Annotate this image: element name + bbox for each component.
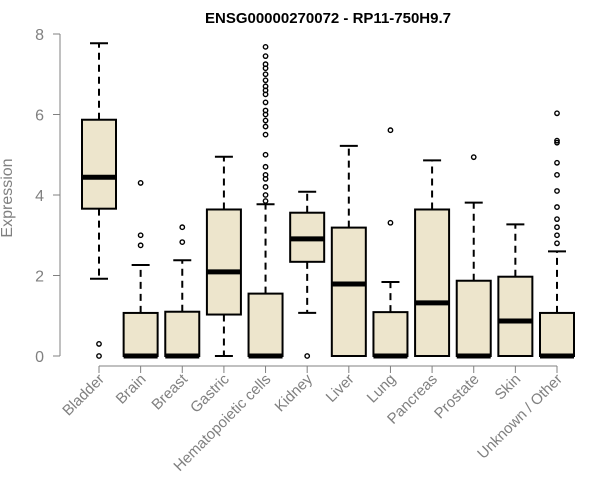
box-skin xyxy=(497,223,534,357)
y-axis: 0 2 4 6 8 xyxy=(35,27,558,373)
box-iqr xyxy=(164,310,201,358)
box-iqr xyxy=(455,279,492,358)
box-liver xyxy=(330,144,367,357)
box-iqr xyxy=(330,226,367,357)
outlier-point xyxy=(137,232,144,239)
box-prostate xyxy=(455,154,492,359)
y-tick-label: 8 xyxy=(35,27,44,44)
outlier-point xyxy=(554,240,560,247)
outlier-point xyxy=(554,159,560,166)
box-iqr xyxy=(81,118,117,210)
outlier-point xyxy=(262,171,269,178)
outlier-point xyxy=(262,83,269,90)
outlier-point xyxy=(262,163,269,170)
box-iqr xyxy=(122,311,159,357)
category-label: Liver xyxy=(323,371,358,406)
box-iqr xyxy=(539,311,575,357)
box-gastric xyxy=(205,155,242,357)
outlier-point xyxy=(387,219,394,226)
box-unknown-other xyxy=(539,110,575,359)
box-iqr xyxy=(414,208,451,357)
outlier-point xyxy=(554,110,560,117)
box-lung xyxy=(372,127,409,359)
outlier-point xyxy=(96,353,102,359)
outlier-point xyxy=(554,232,560,239)
box-brain xyxy=(122,180,159,359)
box-hematopoietic-cells xyxy=(247,43,284,359)
outlier-point xyxy=(304,353,311,359)
outlier-point xyxy=(262,107,269,114)
outlier-point xyxy=(470,154,477,161)
outlier-point xyxy=(262,71,269,78)
outlier-point xyxy=(262,184,269,190)
outlier-point xyxy=(262,77,269,84)
outlier-point xyxy=(96,341,102,347)
y-axis-label: Expression xyxy=(0,158,16,237)
outlier-point xyxy=(137,242,144,249)
box-iqr xyxy=(372,311,409,358)
outlier-point xyxy=(179,239,186,245)
outlier-point xyxy=(137,180,144,186)
outlier-point xyxy=(554,216,560,223)
outlier-point xyxy=(262,43,269,50)
category-label: Kidney xyxy=(272,370,317,415)
outlier-point xyxy=(554,137,560,144)
category-label: Skin xyxy=(492,371,525,404)
outlier-point xyxy=(262,117,269,124)
category-label: Prostate xyxy=(431,371,483,423)
box-iqr xyxy=(247,292,284,357)
category-label: Brain xyxy=(113,371,150,408)
box-pancreas xyxy=(414,159,451,357)
outlier-point xyxy=(554,139,560,146)
box-iqr xyxy=(205,208,242,316)
chart-title: ENSG00000270072 - RP11-750H9.7 xyxy=(205,10,451,27)
box-breast xyxy=(164,224,201,359)
category-label: Lung xyxy=(364,371,400,407)
boxes-layer xyxy=(81,42,575,359)
outlier-point xyxy=(262,53,269,60)
category-label: Breast xyxy=(148,370,191,413)
y-tick-label: 2 xyxy=(35,269,44,286)
outlier-point xyxy=(262,151,269,158)
y-tick-label: 6 xyxy=(35,108,44,125)
outlier-point xyxy=(387,127,394,134)
outlier-point xyxy=(554,171,560,178)
outlier-point xyxy=(554,188,560,194)
outlier-point xyxy=(262,198,269,204)
outlier-point xyxy=(554,224,560,231)
outlier-point xyxy=(262,123,269,130)
box-bladder xyxy=(81,42,117,359)
y-tick-label: 4 xyxy=(35,188,44,205)
outlier-point xyxy=(262,61,269,68)
outlier-point xyxy=(262,99,269,106)
outlier-point xyxy=(179,224,186,231)
box-kidney xyxy=(289,190,326,359)
outlier-point xyxy=(554,204,560,210)
y-tick-label: 0 xyxy=(35,349,44,366)
outlier-point xyxy=(262,192,269,198)
outlier-point xyxy=(262,131,269,138)
category-label: Bladder xyxy=(59,371,108,420)
box-iqr xyxy=(497,275,534,357)
